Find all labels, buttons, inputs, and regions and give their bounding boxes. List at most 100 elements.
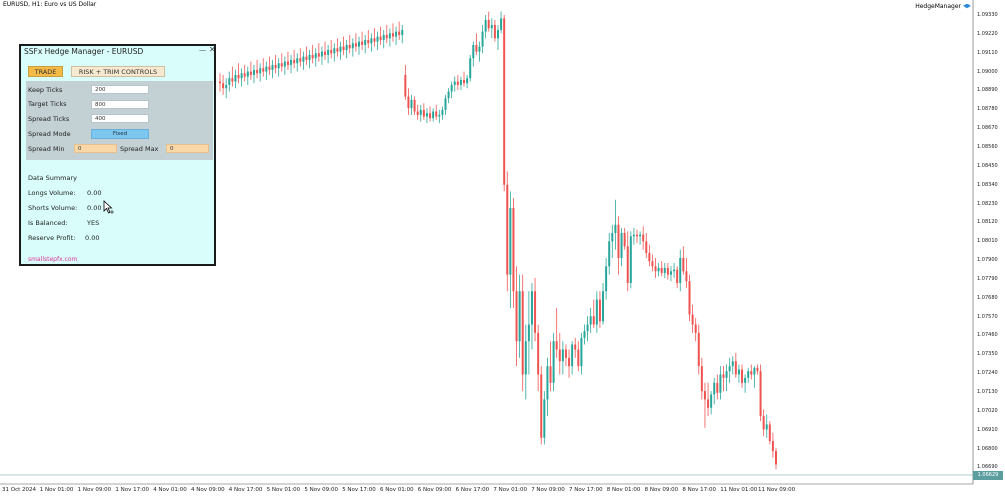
candle-body [438, 114, 441, 117]
candle-body [228, 78, 231, 85]
price-axis-label: 1.08670 [977, 125, 998, 132]
hedge-manager-panel[interactable]: SSFx Hedge Manager - EURUSD — ✕ TRADE RI… [19, 44, 216, 266]
candle-body [697, 332, 700, 367]
candle-body [379, 36, 382, 40]
graduation-cap-icon [963, 3, 971, 9]
shorts-volume-value: 0.00 [87, 204, 102, 212]
candle-body [444, 98, 447, 110]
candle-body [676, 269, 679, 283]
candle-body [537, 332, 540, 375]
candle-body [382, 34, 385, 40]
candle-body [713, 382, 716, 395]
candle-body [703, 391, 706, 400]
candle-body [305, 56, 308, 60]
candle-body [404, 74, 407, 97]
price-axis-label: 1.07020 [977, 407, 998, 414]
candle-body [679, 257, 682, 283]
price-axis-label: 1.08560 [977, 143, 998, 150]
candle-body [311, 54, 314, 59]
price-axis-label: 1.09330 [977, 12, 998, 18]
candle-body [330, 49, 333, 54]
candle-body [747, 371, 750, 378]
price-axis-label: 1.08890 [977, 87, 998, 94]
spread-ticks-label: Spread Ticks [28, 115, 70, 123]
candle-body [540, 374, 543, 438]
candle-body [422, 109, 425, 117]
spread-max-input[interactable]: 0 [166, 144, 209, 153]
candle-body [472, 44, 475, 59]
candle-body [734, 361, 737, 375]
candle-body [503, 18, 506, 185]
time-axis-label: 31 Oct 2024 [2, 487, 37, 493]
keep-ticks-input[interactable]: 200 [91, 85, 149, 94]
candle-body [262, 68, 265, 72]
candle-body [552, 341, 555, 383]
time-axis-label: 5 Nov 09:00 [304, 487, 338, 493]
candle-body [775, 451, 777, 465]
close-button[interactable]: ✕ [209, 45, 216, 54]
candle-body [225, 84, 228, 89]
price-axis-label: 1.08230 [977, 200, 998, 207]
minimize-button[interactable]: — [199, 46, 206, 54]
time-axis-label: 8 Nov 09:00 [644, 487, 679, 493]
candle-body [354, 43, 357, 47]
candle-body [490, 24, 493, 29]
time-axis-label: 6 Nov 09:00 [417, 487, 452, 493]
candle-body [620, 233, 623, 258]
candle-body [361, 41, 364, 45]
candle-body [413, 99, 416, 112]
candle-body [546, 366, 549, 400]
time-axis-label: 4 Nov 09:00 [191, 487, 225, 493]
price-axis-label: 1.06800 [977, 445, 998, 452]
spread-ticks-input[interactable]: 400 [91, 114, 149, 123]
reserve-profit-value: 0.00 [85, 234, 100, 242]
price-axis-label: 1.08780 [977, 106, 998, 113]
candle-body [648, 252, 651, 262]
target-ticks-input[interactable]: 800 [91, 100, 149, 109]
candle-body [728, 366, 731, 372]
candle-body [694, 324, 697, 333]
candle-body [583, 331, 586, 338]
candle-body [336, 48, 339, 52]
spread-min-input[interactable]: 0 [74, 144, 117, 153]
candle-body [435, 111, 438, 117]
candle-body [419, 109, 422, 115]
price-axis-label: 1.08010 [977, 238, 998, 245]
candle-body [555, 341, 558, 350]
candle-body [580, 337, 583, 367]
candle-body [290, 59, 293, 65]
candle-body [308, 54, 311, 60]
candle-body [252, 69, 255, 75]
candle-body [293, 59, 296, 64]
candle-body [744, 377, 747, 383]
time-axis-label: 6 Nov 17:00 [455, 487, 490, 493]
candle-body [299, 58, 302, 62]
time-axis-label: 7 Nov 01:00 [493, 487, 527, 493]
candle-body [549, 366, 552, 383]
candle-body [259, 68, 262, 74]
spread-mode-button[interactable]: Fixed [91, 129, 149, 139]
tab-risk-trim-controls[interactable]: RISK + TRIM CONTROLS [71, 66, 165, 77]
price-axis-label: 1.07680 [977, 294, 998, 301]
candle-body [296, 58, 299, 64]
candle-body [249, 71, 252, 75]
candle-body [521, 291, 524, 375]
candle-body [719, 374, 722, 393]
candle-body [586, 324, 589, 332]
candle-body [617, 224, 620, 258]
candle-body [589, 316, 592, 325]
price-axis-label: 1.08120 [977, 219, 998, 226]
candle-body [376, 36, 379, 42]
candle-body [768, 424, 771, 442]
candle-body [669, 271, 672, 275]
candle-body [623, 233, 626, 247]
website-link[interactable]: smallstepfx.com [28, 256, 78, 263]
price-axis-label: 1.07900 [977, 257, 998, 264]
candle-body [592, 316, 595, 325]
tab-trade[interactable]: TRADE [28, 66, 63, 77]
panel-title: SSFx Hedge Manager - EURUSD [24, 47, 144, 56]
time-axis-label: 6 Nov 01:00 [380, 487, 414, 493]
candle-body [642, 234, 645, 242]
candle-body [351, 43, 354, 49]
